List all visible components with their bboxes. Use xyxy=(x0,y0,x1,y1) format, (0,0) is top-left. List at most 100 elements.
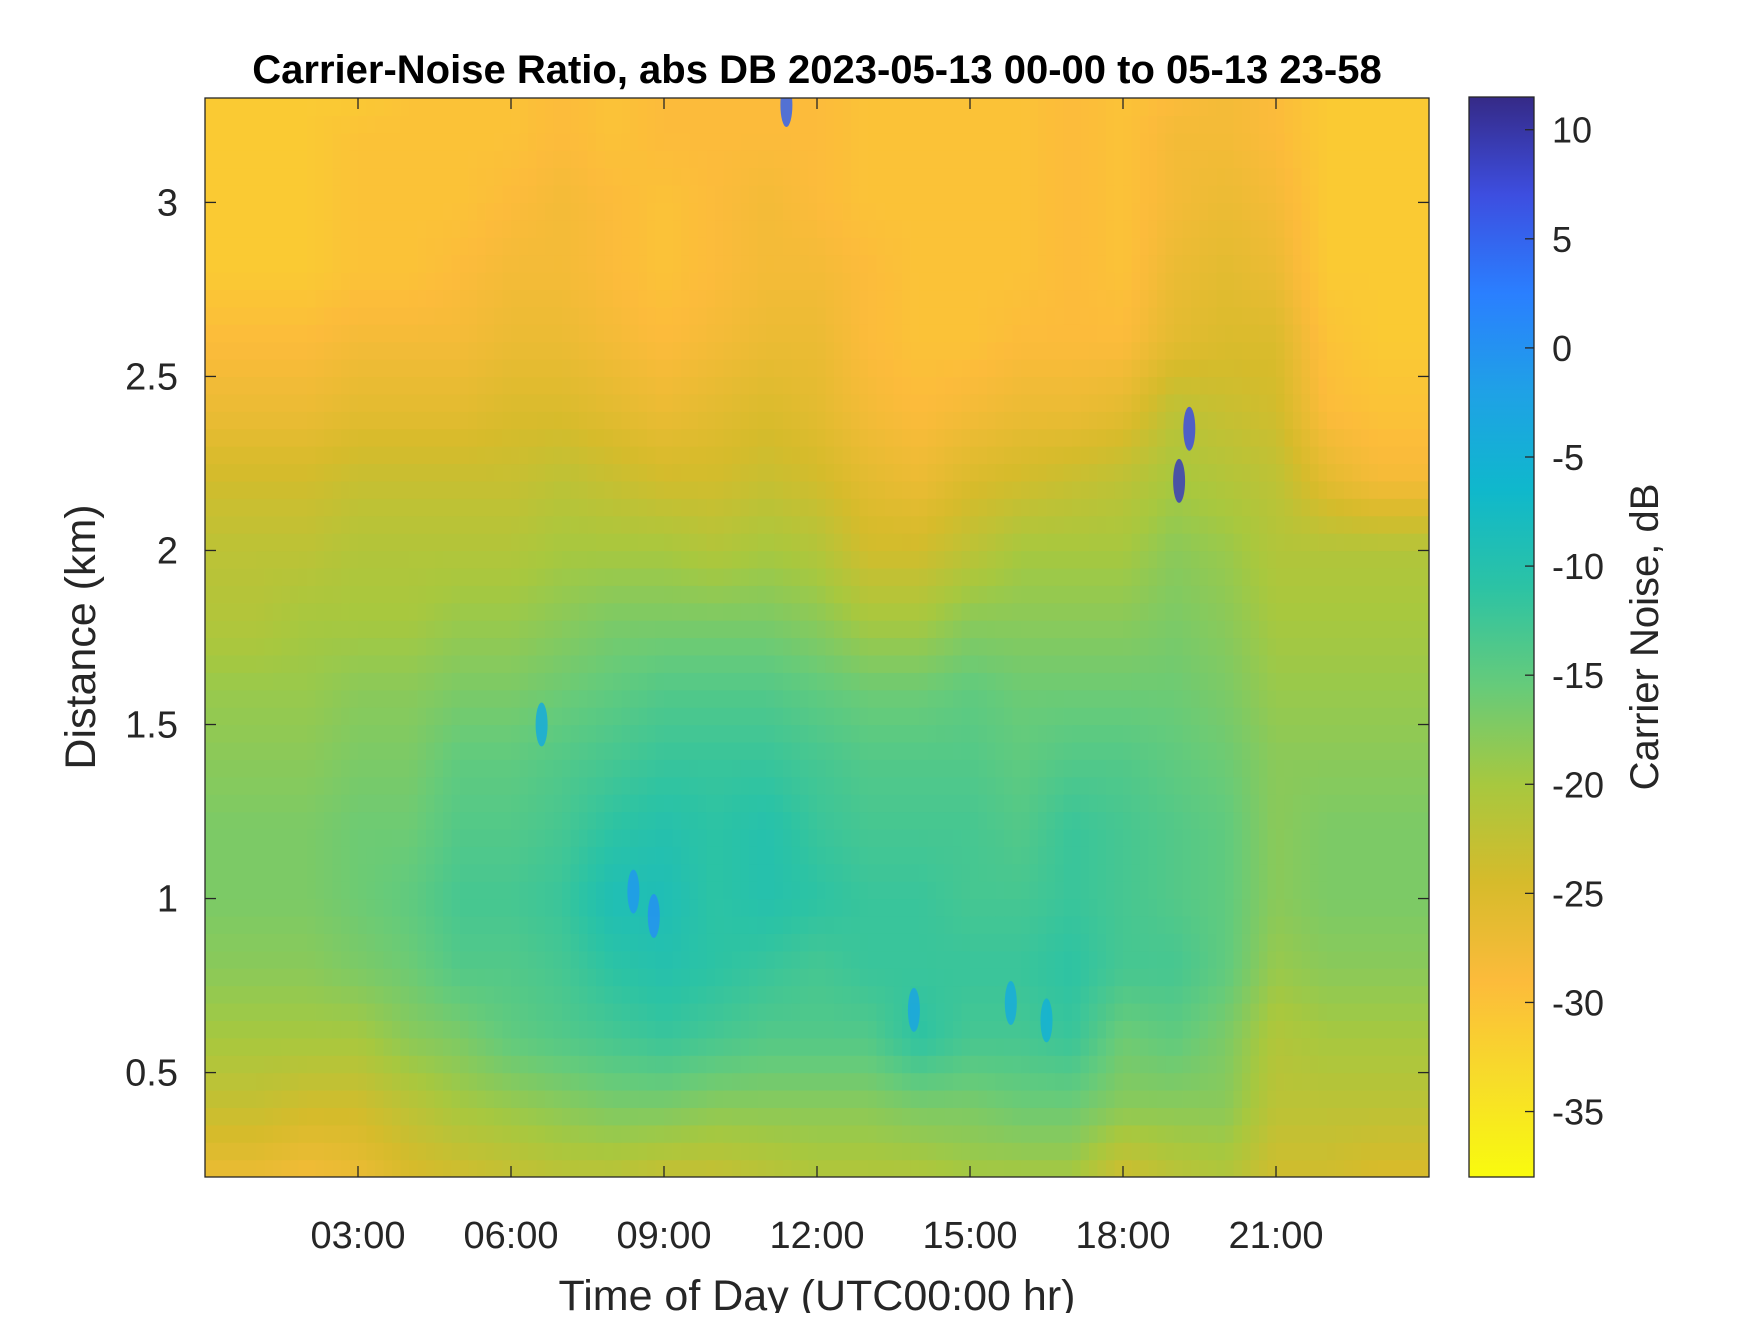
heatmap-cell xyxy=(979,707,988,725)
heatmap-cell xyxy=(511,777,520,795)
heatmap-cell xyxy=(1370,1020,1379,1038)
heatmap-cell xyxy=(1395,742,1404,760)
heatmap-cell xyxy=(579,1090,588,1108)
heatmap-cell xyxy=(783,725,792,743)
heatmap-cell xyxy=(809,1090,818,1108)
heatmap-cell xyxy=(469,568,478,586)
heatmap-cell xyxy=(503,1107,512,1125)
heatmap-cell xyxy=(1132,1038,1141,1056)
heatmap-cell xyxy=(392,968,401,986)
heatmap-cell xyxy=(537,620,546,638)
heatmap-cell xyxy=(1310,742,1319,760)
heatmap-cell xyxy=(503,1003,512,1021)
heatmap-cell xyxy=(1310,1160,1319,1178)
heatmap-cell xyxy=(537,812,546,830)
heatmap-cell xyxy=(1030,620,1039,638)
heatmap-cell xyxy=(1089,725,1098,743)
heatmap-cell xyxy=(1259,759,1268,777)
heatmap-cell xyxy=(1030,829,1039,847)
heatmap-cell xyxy=(460,742,469,760)
heatmap-cell xyxy=(1395,1055,1404,1073)
heatmap-cell xyxy=(316,603,325,621)
heatmap-cell xyxy=(545,899,554,917)
heatmap-cell xyxy=(426,899,435,917)
heatmap-cell xyxy=(435,1125,444,1143)
heatmap-cell xyxy=(452,1160,461,1178)
heatmap-cell xyxy=(1310,603,1319,621)
heatmap-cell xyxy=(826,759,835,777)
heatmap-cell xyxy=(401,1038,410,1056)
heatmap-cell xyxy=(443,672,452,690)
heatmap-cell xyxy=(673,1055,682,1073)
heatmap-cell xyxy=(571,899,580,917)
heatmap-cell xyxy=(520,620,529,638)
heatmap-cell xyxy=(282,759,291,777)
heatmap-cell xyxy=(970,655,979,673)
heatmap-cell xyxy=(792,1142,801,1160)
heatmap-cell xyxy=(1064,777,1073,795)
heatmap-cell xyxy=(486,829,495,847)
heatmap-cell xyxy=(911,672,920,690)
heatmap-cell xyxy=(435,690,444,708)
heatmap-cell xyxy=(715,864,724,882)
heatmap-cell xyxy=(868,1090,877,1108)
heatmap-cell xyxy=(622,794,631,812)
heatmap-cell xyxy=(486,1055,495,1073)
heatmap-cell xyxy=(392,655,401,673)
heatmap-cell xyxy=(562,881,571,899)
heatmap-cell xyxy=(401,1125,410,1143)
heatmap-cell xyxy=(1285,1160,1294,1178)
heatmap-cell xyxy=(928,846,937,864)
heatmap-cell xyxy=(1395,1020,1404,1038)
heatmap-cell xyxy=(222,707,231,725)
heatmap-cell xyxy=(698,759,707,777)
heatmap-cell xyxy=(902,742,911,760)
heatmap-cell xyxy=(528,742,537,760)
heatmap-cell xyxy=(290,759,299,777)
heatmap-cell xyxy=(316,742,325,760)
heatmap-cell xyxy=(562,777,571,795)
heatmap-cell xyxy=(1149,864,1158,882)
heatmap-cell xyxy=(273,742,282,760)
heatmap-cell xyxy=(834,951,843,969)
heatmap-cell xyxy=(936,1055,945,1073)
heatmap-cell xyxy=(885,620,894,638)
heatmap-cell xyxy=(953,1107,962,1125)
heatmap-cell xyxy=(987,672,996,690)
heatmap-cell xyxy=(333,1073,342,1091)
heatmap-cell xyxy=(239,1142,248,1160)
heatmap-cell xyxy=(724,794,733,812)
heatmap-cell xyxy=(596,986,605,1004)
heatmap-cell xyxy=(265,1038,274,1056)
heatmap-cell xyxy=(1378,742,1387,760)
heatmap-cell xyxy=(1149,777,1158,795)
heatmap-cell xyxy=(1319,655,1328,673)
heatmap-cell xyxy=(231,1038,240,1056)
heatmap-cell xyxy=(911,620,920,638)
heatmap-cell xyxy=(1157,916,1166,934)
heatmap-cell xyxy=(1353,794,1362,812)
heatmap-cell xyxy=(1293,1038,1302,1056)
heatmap-cell xyxy=(1293,1142,1302,1160)
heatmap-cell xyxy=(673,1125,682,1143)
heatmap-cell xyxy=(613,986,622,1004)
heatmap-cell xyxy=(1021,986,1030,1004)
heatmap-cell xyxy=(613,1073,622,1091)
heatmap-cell xyxy=(707,585,716,603)
heatmap-cell xyxy=(1285,1107,1294,1125)
heatmap-cell xyxy=(452,986,461,1004)
heatmap-cell xyxy=(1166,951,1175,969)
heatmap-cell xyxy=(894,1090,903,1108)
heatmap-cell xyxy=(741,1003,750,1021)
heatmap-cell xyxy=(588,916,597,934)
heatmap-cell xyxy=(962,933,971,951)
heatmap-cell xyxy=(647,986,656,1004)
heatmap-cell xyxy=(987,829,996,847)
heatmap-cell xyxy=(639,1073,648,1091)
heatmap-cell xyxy=(358,638,367,656)
heatmap-cell xyxy=(324,968,333,986)
heatmap-cell xyxy=(987,759,996,777)
heatmap-cell xyxy=(333,585,342,603)
heatmap-cell xyxy=(690,742,699,760)
heatmap-cell xyxy=(758,638,767,656)
